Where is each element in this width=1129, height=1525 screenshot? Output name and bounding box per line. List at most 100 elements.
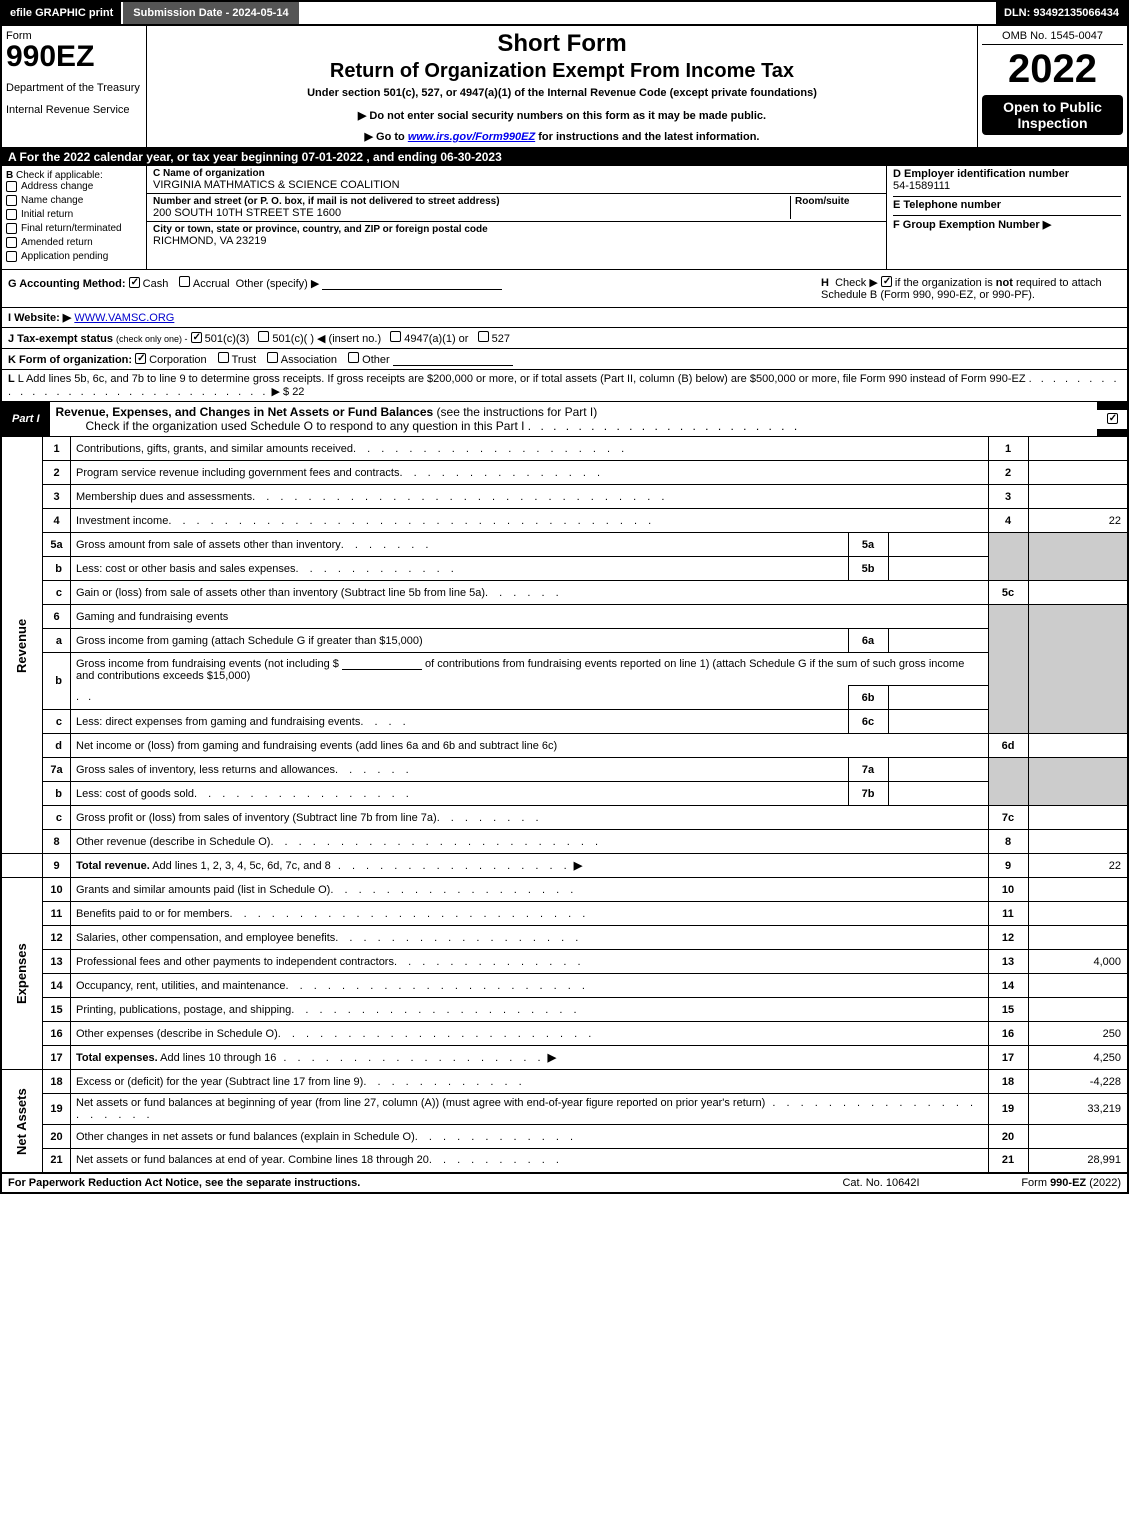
row-7b: b Less: cost of goods sold . . . . . . .…: [1, 782, 1128, 806]
efile-label[interactable]: efile GRAPHIC print: [2, 2, 121, 24]
checkbox-icon: [6, 251, 17, 262]
row-14: 14 Occupancy, rent, utilities, and maint…: [1, 974, 1128, 998]
cb-final-return[interactable]: Final return/terminated: [6, 223, 142, 234]
return-title: Return of Organization Exempt From Incom…: [155, 60, 969, 83]
open-public-badge: Open to Public Inspection: [982, 95, 1123, 135]
prof-fees: 4,000: [1028, 950, 1128, 974]
cb-name-change[interactable]: Name change: [6, 195, 142, 206]
section-h: H Check ▶ if the organization is not req…: [821, 276, 1121, 301]
section-g: G Accounting Method: Cash Accrual Other …: [8, 276, 801, 290]
row-12: 12 Salaries, other compensation, and emp…: [1, 926, 1128, 950]
e-phone: E Telephone number: [893, 196, 1121, 211]
top-bar: efile GRAPHIC print Submission Date - 20…: [0, 0, 1129, 26]
section-a-tax-year: A For the 2022 calendar year, or tax yea…: [0, 148, 1129, 166]
row-17: 17 Total expenses. Add lines 10 through …: [1, 1046, 1128, 1070]
cb-initial-return[interactable]: Initial return: [6, 209, 142, 220]
other-specify-blank[interactable]: [322, 276, 502, 290]
row-7c: c Gross profit or (loss) from sales of i…: [1, 806, 1128, 830]
cb-corp[interactable]: [135, 353, 146, 364]
checkbox-icon: [6, 237, 17, 248]
tax-year: 2022: [982, 49, 1123, 89]
row-10: Expenses 10 Grants and similar amounts p…: [1, 878, 1128, 902]
checkbox-icon: [6, 181, 17, 192]
other-org-blank[interactable]: [393, 352, 513, 366]
page-footer: For Paperwork Reduction Act Notice, see …: [0, 1174, 1129, 1194]
form-ref: Form 990-EZ (2022): [961, 1177, 1121, 1189]
beginning-net-assets: 33,219: [1028, 1094, 1128, 1125]
row-11: 11 Benefits paid to or for members . . .…: [1, 902, 1128, 926]
header-center: Short Form Return of Organization Exempt…: [147, 26, 977, 147]
row-3: 3 Membership dues and assessments . . . …: [1, 485, 1128, 509]
website-link[interactable]: WWW.VAMSC.ORG: [74, 312, 174, 324]
part1-schedule-o-check[interactable]: [1097, 410, 1127, 429]
goto-notice: ▶ Go to www.irs.gov/Form990EZ for instru…: [155, 130, 969, 143]
b-title: B Check if applicable:: [6, 170, 142, 181]
part1-header: Part I Revenue, Expenses, and Changes in…: [0, 402, 1129, 436]
cb-501c[interactable]: [258, 331, 269, 342]
c-name-block: C Name of organization VIRGINIA MATHMATI…: [147, 166, 886, 194]
row-6d: d Net income or (loss) from gaming and f…: [1, 734, 1128, 758]
row-4: 4 Investment income . . . . . . . . . . …: [1, 509, 1128, 533]
omb-number: OMB No. 1545-0047: [982, 30, 1123, 45]
cb-assoc[interactable]: [267, 352, 278, 363]
catalog-number: Cat. No. 10642I: [801, 1177, 961, 1189]
row-6b-1: b Gross income from fundraising events (…: [1, 653, 1128, 686]
section-b: B Check if applicable: Address change Na…: [2, 166, 147, 269]
row-16: 16 Other expenses (describe in Schedule …: [1, 1022, 1128, 1046]
cb-h-check[interactable]: [881, 276, 892, 287]
row-6: 6 Gaming and fundraising events: [1, 605, 1128, 629]
ssn-notice: ▶ Do not enter social security numbers o…: [155, 109, 969, 122]
short-form-title: Short Form: [155, 30, 969, 58]
submission-date: Submission Date - 2024-05-14: [121, 2, 298, 24]
dln-label: DLN: 93492135066434: [996, 2, 1127, 24]
cb-accrual[interactable]: [179, 276, 190, 287]
row-5c: c Gain or (loss) from sale of assets oth…: [1, 581, 1128, 605]
row-20: 20 Other changes in net assets or fund b…: [1, 1125, 1128, 1149]
header-right: OMB No. 1545-0047 2022 Open to Public In…: [977, 26, 1127, 147]
total-revenue: 22: [1028, 854, 1128, 878]
part1-table: Revenue 1 Contributions, gifts, grants, …: [0, 436, 1129, 1174]
irs-link[interactable]: www.irs.gov/Form990EZ: [408, 131, 535, 143]
row-21: 21 Net assets or fund balances at end of…: [1, 1149, 1128, 1173]
gross-receipts-amt: 22: [292, 386, 304, 398]
excess-deficit: -4,228: [1028, 1070, 1128, 1094]
other-expenses: 250: [1028, 1022, 1128, 1046]
c-street-block: Number and street (or P. O. box, if mail…: [147, 194, 886, 222]
d-ein: D Employer identification number54-15891…: [893, 168, 1121, 192]
under-section: Under section 501(c), 527, or 4947(a)(1)…: [155, 87, 969, 99]
header-left: Form 990EZ Department of the Treasury In…: [2, 26, 147, 147]
spacer: [299, 2, 996, 24]
cb-address-change[interactable]: Address change: [6, 181, 142, 192]
org-name: VIRGINIA MATHMATICS & SCIENCE COALITION: [153, 179, 400, 191]
row-13: 13 Professional fees and other payments …: [1, 950, 1128, 974]
section-j: J Tax-exempt status (check only one) - 5…: [0, 328, 1129, 349]
ending-net-assets: 28,991: [1028, 1149, 1128, 1173]
org-street: 200 SOUTH 10TH STREET STE 1600: [153, 207, 341, 219]
row-6c: c Less: direct expenses from gaming and …: [1, 710, 1128, 734]
gh-row: G Accounting Method: Cash Accrual Other …: [0, 270, 1129, 308]
org-city: RICHMOND, VA 23219: [153, 235, 267, 247]
row-19: 19 Net assets or fund balances at beginn…: [1, 1094, 1128, 1125]
cb-other-org[interactable]: [348, 352, 359, 363]
cb-501c3[interactable]: [191, 332, 202, 343]
row-18: Net Assets 18 Excess or (deficit) for th…: [1, 1070, 1128, 1094]
row-5a: 5a Gross amount from sale of assets othe…: [1, 533, 1128, 557]
f-group: F Group Exemption Number ▶: [893, 215, 1121, 231]
cb-527[interactable]: [478, 331, 489, 342]
form-number: 990EZ: [6, 42, 142, 72]
investment-income: 22: [1028, 509, 1128, 533]
cb-4947[interactable]: [390, 331, 401, 342]
cb-trust[interactable]: [218, 352, 229, 363]
checkbox-icon: [6, 209, 17, 220]
section-i: I Website: ▶ WWW.VAMSC.ORG: [0, 308, 1129, 328]
part1-badge: Part I: [2, 410, 50, 428]
row-1: Revenue 1 Contributions, gifts, grants, …: [1, 437, 1128, 461]
cb-cash[interactable]: [129, 277, 140, 288]
cb-amended-return[interactable]: Amended return: [6, 237, 142, 248]
row-7a: 7a Gross sales of inventory, less return…: [1, 758, 1128, 782]
row-15: 15 Printing, publications, postage, and …: [1, 998, 1128, 1022]
total-expenses: 4,250: [1028, 1046, 1128, 1070]
cb-application-pending[interactable]: Application pending: [6, 251, 142, 262]
row-6a: a Gross income from gaming (attach Sched…: [1, 629, 1128, 653]
checkbox-icon: [6, 195, 17, 206]
